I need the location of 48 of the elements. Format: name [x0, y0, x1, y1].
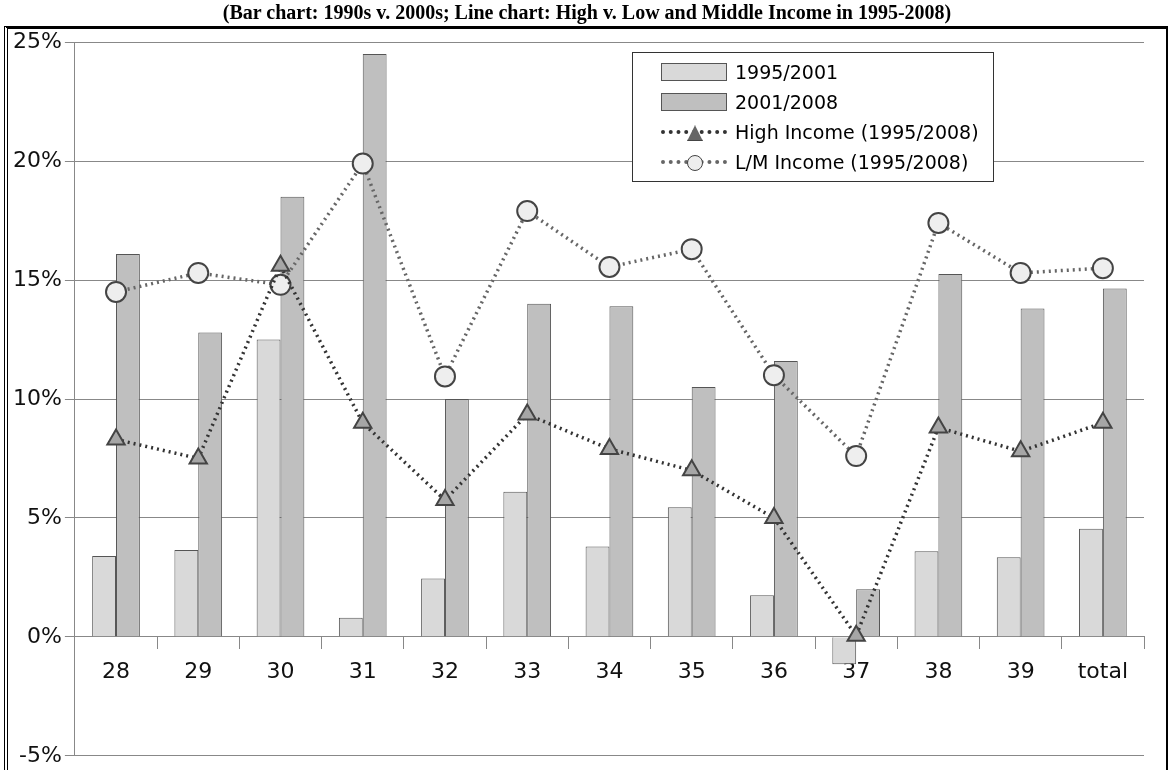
point	[599, 437, 620, 455]
point	[846, 624, 866, 642]
legend-label: L/M Income (1995/2008)	[735, 150, 969, 176]
point	[433, 365, 456, 388]
x-tick-label: 35	[677, 657, 706, 683]
x-tick-label: 32	[430, 657, 459, 683]
x-tick-label: 30	[266, 657, 295, 683]
x-tick-label: 28	[102, 657, 131, 683]
legend-label: 2001/2008	[735, 90, 839, 116]
point	[682, 459, 702, 477]
x-tick-label: 29	[184, 657, 213, 683]
y-tick-label: 15%	[12, 265, 62, 291]
point	[517, 403, 537, 421]
point	[680, 238, 703, 261]
point	[188, 447, 208, 465]
point	[762, 364, 785, 387]
x-tick-label: 39	[1006, 657, 1035, 683]
point	[1010, 440, 1031, 458]
point	[106, 428, 126, 446]
point	[516, 200, 539, 223]
point	[598, 255, 621, 278]
y-tick-label: 5%	[26, 503, 62, 529]
point	[927, 211, 950, 234]
y-tick-label: -5%	[19, 741, 62, 767]
x-tick-label: 34	[595, 657, 624, 683]
chart-title: (Bar chart: 1990s v. 2000s; Line chart: High v. Low and Middle Income in 1995-2008)	[221, 0, 953, 24]
point	[105, 280, 128, 303]
legend-label: High Income (1995/2008)	[735, 120, 979, 146]
point	[764, 506, 784, 524]
x-tick-label: 31	[348, 657, 377, 683]
x-tick-label: 36	[759, 657, 788, 683]
point	[1093, 411, 1113, 429]
point	[928, 416, 949, 434]
point	[435, 489, 455, 507]
y-tick-label: 10%	[12, 384, 62, 410]
point	[353, 411, 373, 429]
x-tick-label: total	[1077, 657, 1129, 683]
y-tick-label: 25%	[12, 27, 62, 53]
x-tick-label: 38	[924, 657, 953, 683]
point	[351, 152, 374, 175]
point	[1009, 261, 1032, 284]
point	[187, 261, 210, 284]
y-tick-label: 20%	[12, 146, 62, 172]
legend-label: 1995/2001	[735, 60, 839, 86]
y-tick-label: 0%	[26, 622, 62, 648]
point	[1091, 257, 1114, 280]
x-tick-label: 33	[513, 657, 542, 683]
point	[269, 273, 292, 296]
